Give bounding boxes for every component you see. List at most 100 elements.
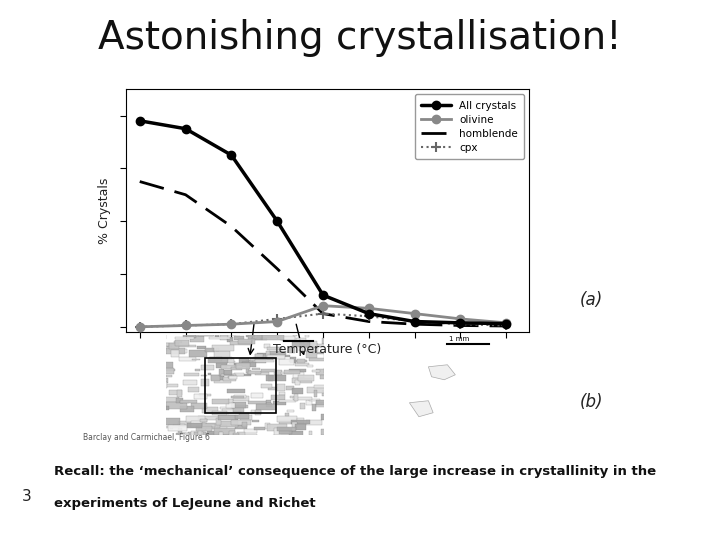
FancyBboxPatch shape xyxy=(234,363,243,366)
FancyBboxPatch shape xyxy=(158,327,171,333)
FancyBboxPatch shape xyxy=(216,418,221,425)
All crystals xyxy=(502,320,510,327)
cpx xyxy=(456,321,465,327)
FancyBboxPatch shape xyxy=(261,384,272,388)
FancyBboxPatch shape xyxy=(307,366,313,367)
FancyBboxPatch shape xyxy=(161,335,166,339)
FancyBboxPatch shape xyxy=(190,336,204,342)
homblende xyxy=(319,310,328,317)
FancyBboxPatch shape xyxy=(330,418,343,424)
Legend: All crystals, olivine, homblende, cpx: All crystals, olivine, homblende, cpx xyxy=(415,94,524,159)
FancyBboxPatch shape xyxy=(192,359,200,360)
FancyBboxPatch shape xyxy=(325,342,343,347)
FancyBboxPatch shape xyxy=(266,347,282,349)
FancyBboxPatch shape xyxy=(180,401,197,403)
FancyBboxPatch shape xyxy=(176,433,192,436)
FancyBboxPatch shape xyxy=(160,418,180,424)
FancyBboxPatch shape xyxy=(284,355,290,357)
FancyBboxPatch shape xyxy=(262,335,284,340)
FancyBboxPatch shape xyxy=(324,368,331,373)
FancyBboxPatch shape xyxy=(227,338,233,342)
FancyBboxPatch shape xyxy=(271,395,285,400)
FancyBboxPatch shape xyxy=(161,426,179,428)
FancyBboxPatch shape xyxy=(291,420,310,424)
FancyBboxPatch shape xyxy=(289,395,297,398)
cpx xyxy=(502,322,510,329)
FancyBboxPatch shape xyxy=(292,378,312,382)
FancyBboxPatch shape xyxy=(274,428,289,435)
cpx xyxy=(227,321,235,327)
FancyBboxPatch shape xyxy=(330,393,340,399)
FancyBboxPatch shape xyxy=(268,387,276,390)
FancyBboxPatch shape xyxy=(229,431,235,437)
FancyBboxPatch shape xyxy=(241,326,252,332)
FancyBboxPatch shape xyxy=(307,387,325,393)
FancyBboxPatch shape xyxy=(171,350,179,357)
FancyBboxPatch shape xyxy=(328,411,344,417)
FancyBboxPatch shape xyxy=(192,421,202,427)
homblende xyxy=(227,223,235,230)
FancyBboxPatch shape xyxy=(322,390,335,396)
FancyBboxPatch shape xyxy=(199,423,206,429)
FancyBboxPatch shape xyxy=(251,410,261,414)
FancyBboxPatch shape xyxy=(311,328,323,334)
FancyBboxPatch shape xyxy=(201,419,207,422)
homblende xyxy=(181,192,190,198)
FancyBboxPatch shape xyxy=(279,428,292,434)
FancyBboxPatch shape xyxy=(173,326,185,330)
FancyBboxPatch shape xyxy=(280,336,295,340)
FancyBboxPatch shape xyxy=(264,345,271,348)
Line: homblende: homblende xyxy=(140,181,506,326)
FancyBboxPatch shape xyxy=(196,426,212,430)
FancyBboxPatch shape xyxy=(188,432,206,438)
FancyBboxPatch shape xyxy=(262,336,266,339)
Text: 1 mm: 1 mm xyxy=(449,336,469,342)
homblende xyxy=(502,323,510,329)
FancyBboxPatch shape xyxy=(320,375,333,379)
FancyBboxPatch shape xyxy=(279,359,294,365)
FancyBboxPatch shape xyxy=(209,357,222,361)
FancyBboxPatch shape xyxy=(277,416,297,422)
FancyBboxPatch shape xyxy=(176,340,189,346)
FancyBboxPatch shape xyxy=(294,363,309,366)
FancyBboxPatch shape xyxy=(236,363,250,369)
FancyBboxPatch shape xyxy=(166,375,172,377)
FancyBboxPatch shape xyxy=(216,348,220,352)
FancyBboxPatch shape xyxy=(305,420,322,424)
FancyBboxPatch shape xyxy=(316,402,330,407)
FancyBboxPatch shape xyxy=(235,426,247,429)
FancyBboxPatch shape xyxy=(197,429,206,431)
FancyBboxPatch shape xyxy=(242,422,247,427)
FancyBboxPatch shape xyxy=(230,341,251,345)
All crystals xyxy=(319,292,328,299)
olivine xyxy=(227,321,235,327)
FancyBboxPatch shape xyxy=(286,386,294,390)
olivine xyxy=(364,305,373,312)
FancyBboxPatch shape xyxy=(312,370,320,372)
FancyBboxPatch shape xyxy=(186,416,205,422)
Text: Temperature (°C): Temperature (°C) xyxy=(274,343,382,356)
FancyBboxPatch shape xyxy=(306,400,312,405)
FancyBboxPatch shape xyxy=(170,427,174,429)
FancyBboxPatch shape xyxy=(169,390,182,395)
Polygon shape xyxy=(410,401,433,417)
FancyBboxPatch shape xyxy=(180,406,194,412)
cpx xyxy=(273,316,282,322)
FancyBboxPatch shape xyxy=(176,398,183,403)
FancyBboxPatch shape xyxy=(251,393,263,398)
FancyBboxPatch shape xyxy=(248,371,261,374)
FancyBboxPatch shape xyxy=(265,329,280,332)
FancyBboxPatch shape xyxy=(223,330,240,335)
FancyBboxPatch shape xyxy=(305,345,325,347)
FancyBboxPatch shape xyxy=(238,358,249,365)
FancyBboxPatch shape xyxy=(191,431,203,436)
FancyBboxPatch shape xyxy=(201,375,207,376)
FancyBboxPatch shape xyxy=(300,341,304,345)
FancyBboxPatch shape xyxy=(252,420,259,422)
FancyBboxPatch shape xyxy=(246,366,249,373)
olivine xyxy=(410,310,419,317)
FancyBboxPatch shape xyxy=(199,429,205,431)
FancyBboxPatch shape xyxy=(228,399,233,404)
FancyBboxPatch shape xyxy=(261,369,276,372)
FancyBboxPatch shape xyxy=(312,404,315,411)
